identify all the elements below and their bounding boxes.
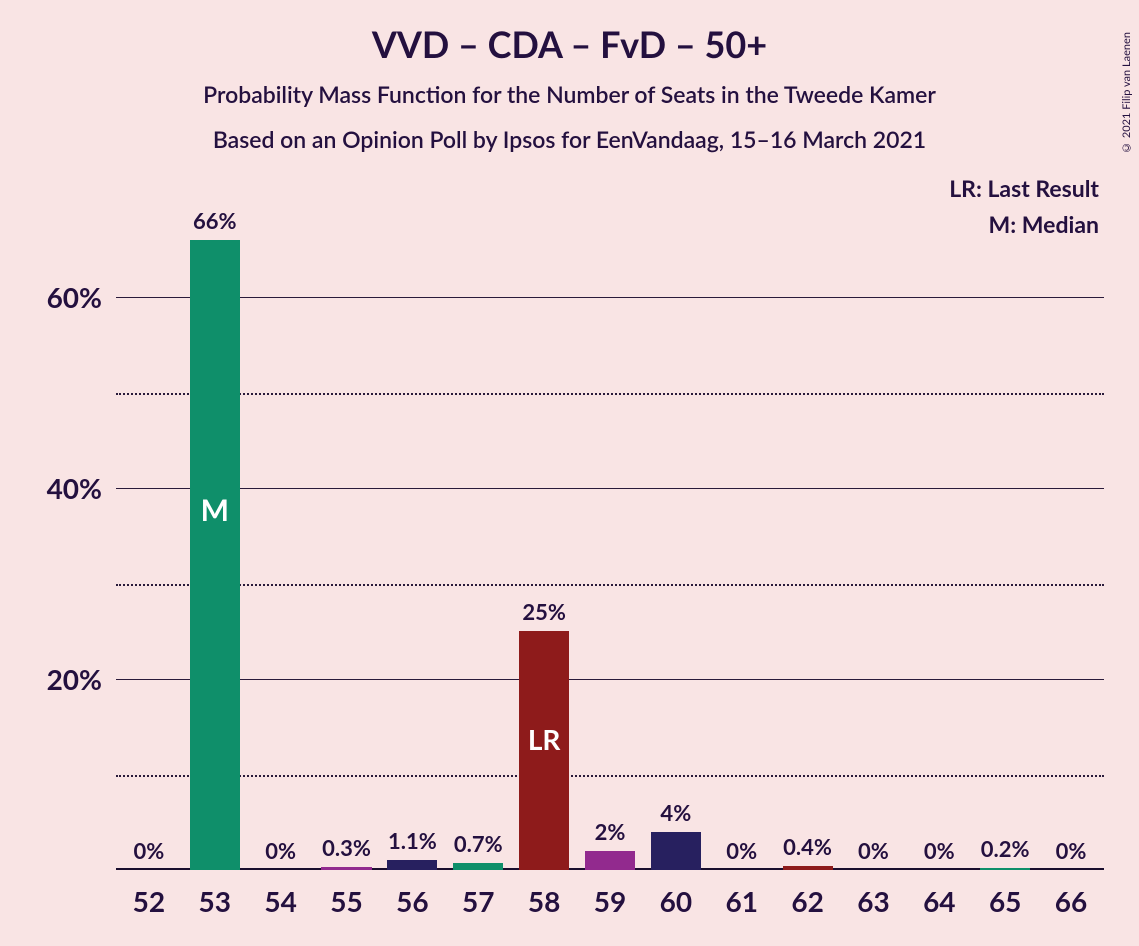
bar-slot: 0%52 bbox=[116, 202, 182, 870]
chart-title: VVD – CDA – FvD – 50+ bbox=[0, 22, 1139, 66]
xtick-label: 60 bbox=[660, 870, 692, 918]
bar-value-label: 0% bbox=[1056, 837, 1087, 870]
bar-chart: 20%40%60%0%5266%M530%540.3%551.1%560.7%5… bbox=[116, 202, 1104, 870]
bar-slot: 66%M53 bbox=[182, 202, 248, 870]
legend-lr: LR: Last Result bbox=[949, 174, 1099, 202]
bar-slot: 1.1%56 bbox=[379, 202, 445, 870]
copyright-label: © 2021 Filip van Laenen bbox=[1120, 32, 1133, 154]
bar-slot: 0.2%65 bbox=[972, 202, 1038, 870]
xtick-label: 52 bbox=[133, 870, 165, 918]
xtick-label: 66 bbox=[1055, 870, 1087, 918]
xtick-label: 61 bbox=[725, 870, 757, 918]
chart-subtitle-1: Probability Mass Function for the Number… bbox=[0, 80, 1139, 108]
bar-slot: 0%64 bbox=[906, 202, 972, 870]
xtick-label: 59 bbox=[594, 870, 626, 918]
bar-slot: 0.7%57 bbox=[445, 202, 511, 870]
bar-value-label: 0.2% bbox=[981, 835, 1030, 868]
bar-slot: 2%59 bbox=[577, 202, 643, 870]
xtick-label: 56 bbox=[396, 870, 428, 918]
ytick-label: 40% bbox=[47, 471, 116, 505]
bar: 2% bbox=[585, 851, 635, 870]
bar: 0.7% bbox=[453, 863, 503, 870]
bar-value-label: 0.4% bbox=[783, 833, 832, 866]
xtick-label: 53 bbox=[199, 870, 231, 918]
xtick-label: 55 bbox=[330, 870, 362, 918]
xtick-label: 63 bbox=[857, 870, 889, 918]
bar: 1.1% bbox=[387, 860, 437, 870]
bar-slot: 0%54 bbox=[248, 202, 314, 870]
bar-value-label: 66% bbox=[193, 207, 237, 240]
bar-slot: 0.4%62 bbox=[775, 202, 841, 870]
xtick-label: 57 bbox=[462, 870, 494, 918]
bar: 25%LR bbox=[519, 631, 569, 870]
xtick-label: 65 bbox=[989, 870, 1021, 918]
bar: 66%M bbox=[190, 240, 240, 870]
plot-area: 20%40%60%0%5266%M530%540.3%551.1%560.7%5… bbox=[116, 202, 1104, 870]
bar-slot: 0.3%55 bbox=[314, 202, 380, 870]
bar-slot: 25%LR58 bbox=[511, 202, 577, 870]
xtick-label: 54 bbox=[264, 870, 296, 918]
bar-inner-label: LR bbox=[528, 722, 561, 756]
bar-value-label: 0% bbox=[858, 837, 889, 870]
bar-value-label: 0% bbox=[265, 837, 296, 870]
bar-value-label: 0% bbox=[134, 837, 165, 870]
bar-value-label: 25% bbox=[522, 598, 566, 631]
bar-value-label: 4% bbox=[660, 799, 691, 832]
bar-slot: 0%63 bbox=[841, 202, 907, 870]
bar-slot: 4%60 bbox=[643, 202, 709, 870]
bar-value-label: 1.1% bbox=[388, 827, 437, 860]
bar-value-label: 0% bbox=[726, 837, 757, 870]
ytick-label: 60% bbox=[47, 280, 116, 314]
chart-subtitle-2: Based on an Opinion Poll by Ipsos for Ee… bbox=[0, 125, 1139, 153]
xtick-label: 62 bbox=[791, 870, 823, 918]
xtick-label: 64 bbox=[923, 870, 955, 918]
ytick-label: 20% bbox=[47, 662, 116, 696]
bar-slot: 0%61 bbox=[709, 202, 775, 870]
bar-value-label: 0.7% bbox=[454, 830, 503, 863]
bar-value-label: 2% bbox=[595, 818, 626, 851]
bar-value-label: 0.3% bbox=[322, 834, 371, 867]
xtick-label: 58 bbox=[528, 870, 560, 918]
bar-inner-label: M bbox=[201, 492, 229, 528]
bar-value-label: 0% bbox=[924, 837, 955, 870]
bar-slot: 0%66 bbox=[1038, 202, 1104, 870]
bar: 4% bbox=[651, 832, 701, 870]
